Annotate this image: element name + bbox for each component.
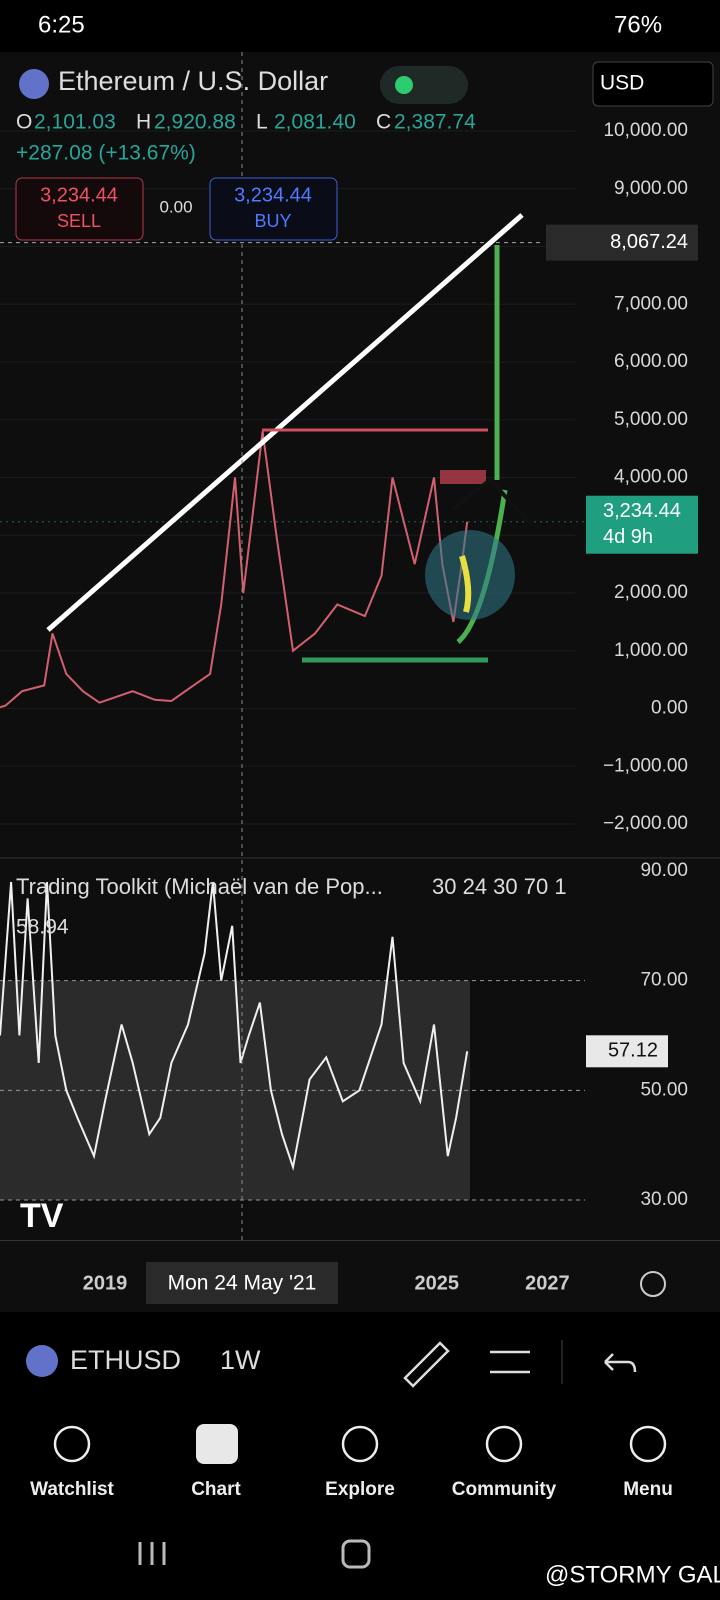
cursor-label: Mon 24 May '21 — [168, 1272, 317, 1295]
y-tick-label: 10,000.00 — [603, 120, 688, 141]
arrow-head — [450, 477, 534, 527]
nav: Watchlist Chart Explore Community Menu — [30, 1425, 673, 1500]
indicator-params: 30 24 30 70 1 — [432, 874, 567, 899]
indicator-icon[interactable] — [490, 1350, 530, 1374]
nav-icon — [485, 1425, 523, 1463]
status-time: 6:25 — [38, 11, 85, 38]
price-line — [0, 431, 469, 709]
ohlc-key: H — [136, 111, 151, 134]
ohlc-value: 2,920.88 — [154, 111, 236, 134]
y-tick-label: 1,000.00 — [614, 640, 688, 661]
toolbar-interval[interactable]: 1W — [220, 1345, 261, 1375]
y-tick-label: 9,000.00 — [614, 178, 688, 199]
currency: USD — [600, 72, 644, 95]
y-tick-label: 0.00 — [651, 698, 688, 719]
trend-line — [46, 213, 524, 632]
sys-recents[interactable] — [138, 1542, 166, 1565]
ohlc: O 2,101.03 H 2,920.88 L 2,081.40 C 2,387.74 — [16, 111, 476, 134]
watermark: @STORMY GAL — [545, 1561, 720, 1588]
ohlc-key: O — [16, 111, 32, 134]
y-tick-label: 30.00 — [640, 1189, 688, 1210]
y-tick-label: 7,000.00 — [614, 293, 688, 314]
current-price: 3,234.44 — [603, 500, 681, 522]
eth-icon — [19, 69, 49, 99]
oscillator-line — [0, 881, 469, 1172]
x-tick-label: 2027 — [525, 1272, 570, 1294]
marker-stroke — [459, 555, 472, 613]
nav-icon — [53, 1425, 91, 1463]
nav-item[interactable]: Menu — [623, 1479, 673, 1500]
ohlc-value: 2,081.40 — [274, 111, 356, 134]
live-dot — [395, 76, 413, 94]
x-tick-label: 2025 — [415, 1272, 460, 1294]
buy-label: BUY — [254, 211, 291, 231]
countdown: 4d 9h — [603, 526, 653, 548]
nav-item[interactable]: Chart — [191, 1479, 241, 1500]
target-tag — [546, 224, 698, 261]
y-tick-label: 6,000.00 — [614, 351, 688, 372]
nav-icon — [341, 1425, 379, 1463]
y-tick-label: 5,000.00 — [614, 409, 688, 430]
current-tag — [586, 495, 698, 554]
osc-tag — [586, 1035, 668, 1068]
ohlc-value: 2,387.74 — [394, 111, 476, 134]
indicator-reading: 58.94 — [16, 916, 69, 939]
target-label: 8,067.24 — [610, 231, 688, 253]
chart-tab-icon — [196, 1424, 238, 1464]
nav-item[interactable]: Community — [452, 1479, 557, 1500]
indicator-pill[interactable] — [380, 66, 468, 104]
toolbar-symbol[interactable]: ETHUSD — [70, 1345, 181, 1375]
osc-current: 57.12 — [608, 1040, 658, 1062]
draw-icon[interactable] — [403, 1341, 450, 1388]
x-tick-label: 2019 — [83, 1272, 128, 1294]
resistance-box — [440, 470, 486, 484]
nav-item[interactable]: Watchlist — [30, 1479, 114, 1500]
symbol-title: Ethereum / U.S. Dollar — [58, 66, 328, 96]
y-tick-label: 4,000.00 — [614, 467, 688, 488]
status-battery: 76% — [614, 11, 662, 38]
sell-price: 3,234.44 — [40, 184, 118, 206]
ohlc-value: 2,101.03 — [34, 111, 116, 134]
indicator-name: Trading Toolkit (Michaël van de Pop... — [16, 874, 383, 899]
change: +287.08 (+13.67%) — [16, 142, 196, 165]
y-tick-label: −1,000.00 — [603, 755, 688, 776]
y-tick-label: 70.00 — [640, 970, 688, 991]
y-tick-label: 2,000.00 — [614, 582, 688, 603]
toolbar-eth-icon — [26, 1345, 58, 1377]
undo-icon[interactable] — [604, 1353, 637, 1373]
currency-select[interactable] — [592, 61, 714, 107]
nav-item[interactable]: Explore — [325, 1479, 395, 1500]
ohlc-key: L — [256, 111, 268, 134]
y-tick-label: 50.00 — [640, 1079, 688, 1100]
ohlc-key: C — [376, 111, 391, 134]
nav-icon — [629, 1425, 667, 1463]
sell-button[interactable] — [15, 177, 144, 241]
sys-home[interactable] — [341, 1539, 371, 1569]
sell-label: SELL — [57, 211, 101, 231]
spread: 0.00 — [159, 197, 192, 216]
highlight-circle — [425, 530, 515, 620]
cursor-tag — [146, 1262, 338, 1304]
y-tick-label: 90.00 — [640, 860, 688, 881]
buy-price: 3,234.44 — [234, 184, 312, 206]
axis-divider — [0, 1240, 720, 1241]
buy-button[interactable] — [209, 177, 338, 241]
toolbar — [0, 1312, 720, 1408]
status-bar — [0, 0, 720, 52]
plot: −2,000.00 −1,000.00 0.00 1,000.00 2,000.00 3,… — [0, 120, 720, 1304]
y-tick-label: −2,000.00 — [603, 813, 688, 834]
settings-icon[interactable] — [640, 1271, 666, 1297]
tv-logo: TV — [20, 1197, 64, 1235]
